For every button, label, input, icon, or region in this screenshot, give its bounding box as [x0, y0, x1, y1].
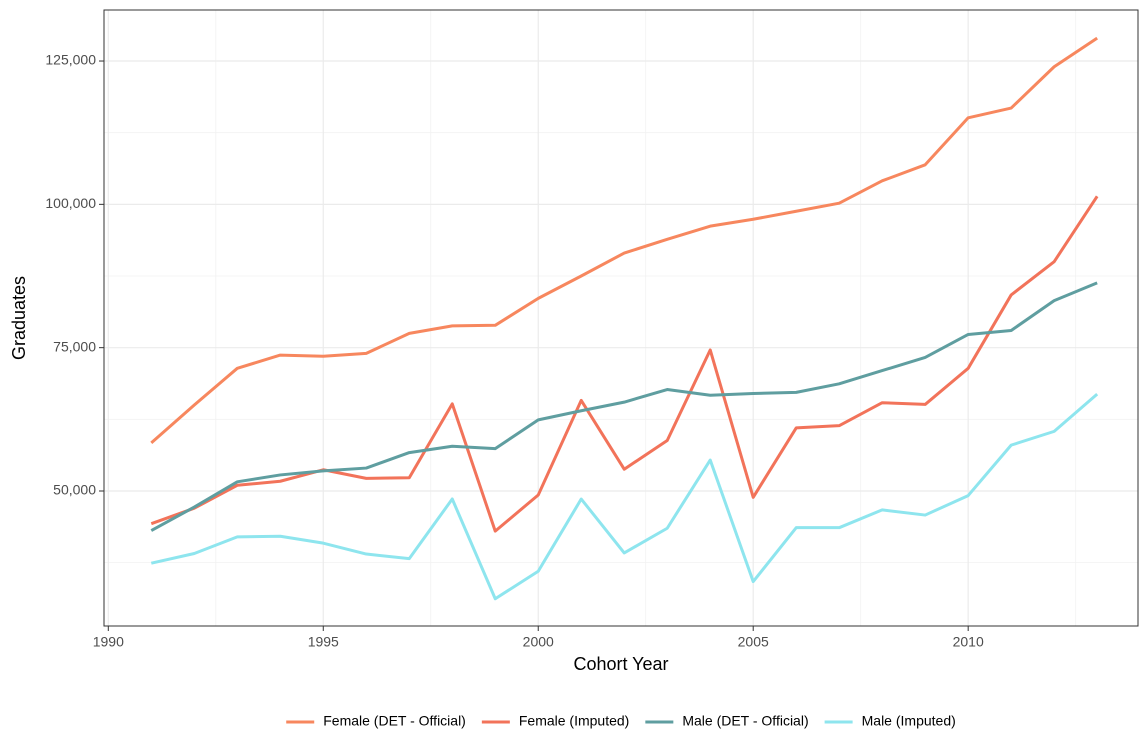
series-line — [150, 36, 1098, 444]
x-tick-label: 2010 — [953, 634, 984, 650]
x-axis-title: Cohort Year — [573, 654, 668, 674]
series-line — [150, 195, 1099, 533]
y-axis-title: Graduates — [9, 276, 29, 360]
legend-label: Female (DET - Official) — [323, 713, 466, 729]
plot-border — [103, 9, 1139, 627]
x-tick-label: 1995 — [308, 634, 339, 650]
series-line — [150, 392, 1099, 601]
legend-label: Male (DET - Official) — [682, 713, 808, 729]
x-tick-label: 2000 — [523, 634, 554, 650]
legend-label: Female (Imputed) — [519, 713, 629, 729]
y-tick-label: 75,000 — [53, 338, 96, 354]
series-line — [150, 281, 1098, 532]
x-tick-label: 1990 — [93, 634, 124, 650]
y-tick-label: 100,000 — [45, 195, 96, 211]
legend: Female (DET - Official) Female (Imputed) M… — [286, 713, 956, 729]
y-tick-label: 125,000 — [45, 52, 96, 68]
legend-label: Male (Imputed) — [862, 713, 956, 729]
x-tick-label: 2005 — [738, 634, 769, 650]
y-tick-label: 50,000 — [53, 482, 96, 498]
